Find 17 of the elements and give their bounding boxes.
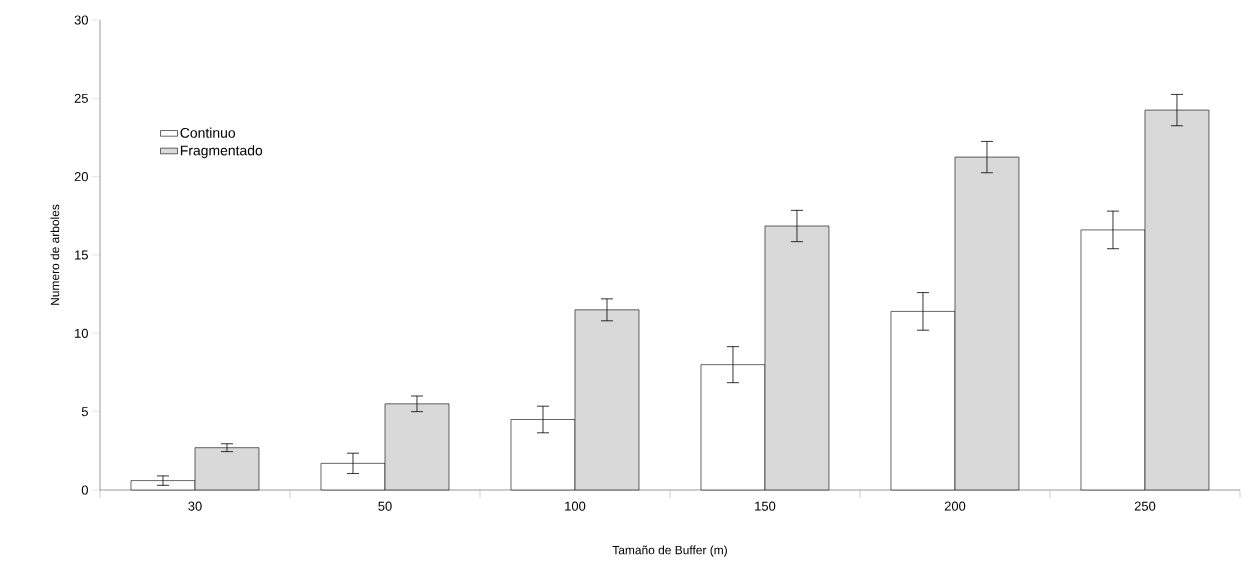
- x-tick-label: 150: [755, 501, 776, 511]
- y-axis-title: Numero de arboles: [50, 204, 60, 305]
- y-tick-label: 25: [74, 93, 88, 103]
- y-tick-label: 30: [74, 15, 88, 25]
- y-tick-label: 5: [81, 407, 88, 417]
- x-tick-label: 50: [378, 501, 392, 511]
- legend-label: Continuo: [180, 127, 236, 138]
- x-tick-label: 250: [1134, 501, 1156, 511]
- y-tick-label: 0: [81, 485, 88, 495]
- x-tick-label: 200: [944, 501, 966, 511]
- y-tick-label: 10: [75, 328, 88, 338]
- x-tick-label: 30: [188, 501, 202, 511]
- legend-label: Fragmentado: [180, 145, 263, 159]
- x-axis-title: Tamaño de Buffer (m): [612, 545, 727, 557]
- x-tick-label: 100: [565, 501, 586, 511]
- y-tick-label: 20: [74, 172, 88, 182]
- y-tick-label: 15: [75, 250, 88, 260]
